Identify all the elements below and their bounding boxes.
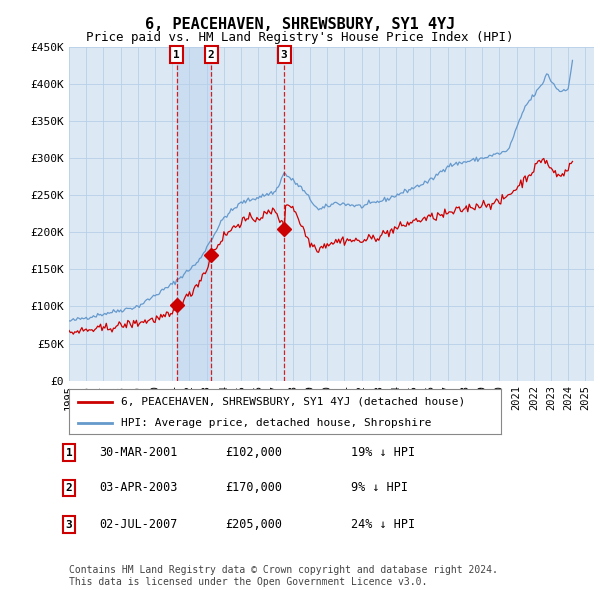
Text: 3: 3 [281, 50, 287, 60]
Text: £205,000: £205,000 [225, 518, 282, 531]
Text: 1: 1 [173, 50, 180, 60]
Text: 2: 2 [65, 483, 73, 493]
Text: HPI: Average price, detached house, Shropshire: HPI: Average price, detached house, Shro… [121, 418, 431, 428]
Text: £102,000: £102,000 [225, 446, 282, 459]
Text: 9% ↓ HPI: 9% ↓ HPI [351, 481, 408, 494]
Bar [176, 47, 211, 381]
Text: 30-MAR-2001: 30-MAR-2001 [99, 446, 178, 459]
Text: 3: 3 [65, 520, 73, 529]
Text: 19% ↓ HPI: 19% ↓ HPI [351, 446, 415, 459]
Text: 03-APR-2003: 03-APR-2003 [99, 481, 178, 494]
Text: 1: 1 [65, 448, 73, 457]
Text: 24% ↓ HPI: 24% ↓ HPI [351, 518, 415, 531]
Text: 6, PEACEHAVEN, SHREWSBURY, SY1 4YJ: 6, PEACEHAVEN, SHREWSBURY, SY1 4YJ [145, 17, 455, 31]
Text: £170,000: £170,000 [225, 481, 282, 494]
Text: 2: 2 [208, 50, 214, 60]
Text: 02-JUL-2007: 02-JUL-2007 [99, 518, 178, 531]
Text: Price paid vs. HM Land Registry's House Price Index (HPI): Price paid vs. HM Land Registry's House … [86, 31, 514, 44]
Text: 6, PEACEHAVEN, SHREWSBURY, SY1 4YJ (detached house): 6, PEACEHAVEN, SHREWSBURY, SY1 4YJ (deta… [121, 397, 465, 407]
Text: Contains HM Land Registry data © Crown copyright and database right 2024.
This d: Contains HM Land Registry data © Crown c… [69, 565, 498, 587]
